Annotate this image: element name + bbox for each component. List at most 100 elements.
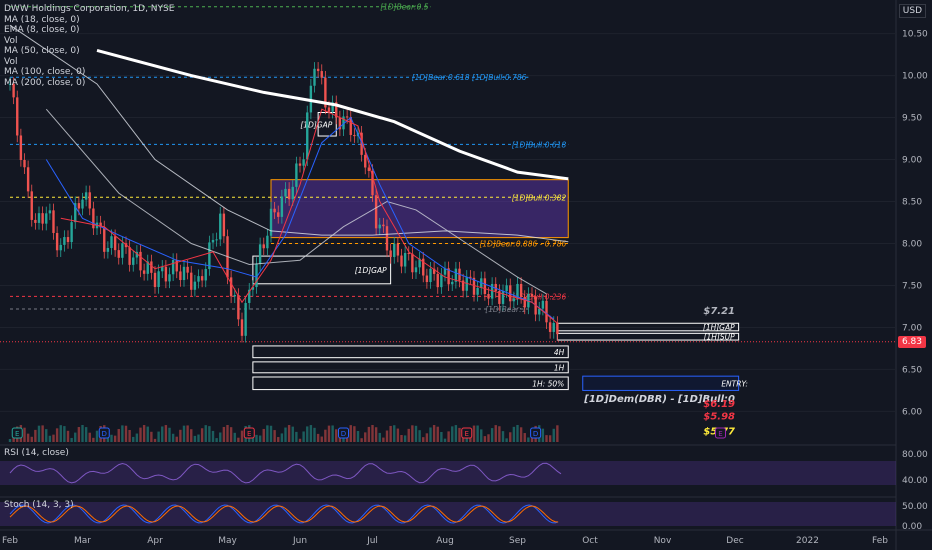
- candle-body: [519, 283, 523, 297]
- volume-bar: [523, 433, 526, 442]
- x-tick-label: 2022: [796, 536, 819, 546]
- candle-body: [222, 213, 226, 237]
- volume-bar: [425, 433, 429, 442]
- rsi-label[interactable]: RSI (14, close): [4, 448, 69, 458]
- candle-body: [200, 276, 204, 281]
- volume-bar: [26, 433, 30, 442]
- y-tick-label: 7.00: [902, 323, 922, 333]
- event-marker-label: D: [341, 430, 346, 438]
- zone-label: [1D]GAP: [355, 266, 387, 275]
- y-tick-label: 10.00: [902, 72, 928, 82]
- candle-body: [103, 227, 106, 252]
- candle-body: [153, 272, 157, 288]
- legend-vol-2[interactable]: Vol: [4, 56, 18, 67]
- volume-bar: [146, 426, 149, 442]
- legend-ema8[interactable]: EMA (8, close, 0): [4, 25, 80, 35]
- candle-body: [219, 213, 222, 240]
- indicator-legend: DWW Holdings Corporation, 1D, NYSE MA (1…: [4, 4, 174, 88]
- legend-ma18[interactable]: MA (18, close, 0): [4, 14, 80, 25]
- y-tick-label: 9.50: [902, 114, 922, 124]
- x-tick-label: Feb: [2, 536, 18, 546]
- currency-label[interactable]: USD: [898, 4, 926, 18]
- candle-body: [34, 219, 37, 223]
- candle-body: [26, 167, 30, 192]
- level-label: [1D]Bull:0.382: [512, 193, 567, 202]
- volume-bar: [240, 430, 244, 442]
- candle-body: [454, 268, 458, 282]
- volume-bar: [396, 428, 400, 442]
- candle-body: [204, 269, 207, 281]
- candle-body: [171, 260, 175, 275]
- candle-body: [422, 258, 425, 276]
- candle-body: [505, 285, 508, 292]
- volume-bar: [494, 425, 497, 442]
- candle-body: [240, 319, 244, 336]
- stoch-d-line: [9, 505, 559, 523]
- candle-body: [335, 102, 338, 118]
- stoch-tick: 50.00: [902, 502, 928, 512]
- volume-bar: [527, 437, 530, 442]
- candle-body: [298, 163, 302, 166]
- volume-bar: [30, 436, 33, 442]
- candle-body: [255, 263, 258, 288]
- volume-bar: [552, 428, 555, 442]
- volume-bar: [48, 435, 52, 442]
- volume-bar: [440, 432, 443, 442]
- candle-body: [487, 294, 490, 299]
- volume-bar: [219, 432, 222, 442]
- candle-body: [142, 270, 146, 274]
- candle-body: [374, 195, 378, 229]
- level-label: [1D]Bull:0.236: [512, 292, 567, 301]
- volume-bar: [331, 425, 334, 442]
- volume-bar: [443, 438, 447, 442]
- event-marker-label: D: [102, 430, 107, 438]
- event-marker-label: D: [533, 430, 538, 438]
- candle-body: [157, 271, 160, 288]
- volume-bar: [171, 433, 175, 442]
- candle-body: [280, 196, 284, 217]
- legend-ma200[interactable]: MA (200, close, 0): [4, 77, 86, 88]
- candle-body: [273, 208, 276, 213]
- volume-bar: [139, 427, 142, 442]
- legend-ma100[interactable]: MA (100, close, 0): [4, 67, 86, 77]
- volume-bar: [476, 425, 479, 442]
- event-marker: [338, 427, 349, 439]
- candle-body: [407, 253, 410, 255]
- zone-label: [1H]GAP: [703, 323, 735, 332]
- zone-box: [252, 255, 392, 285]
- volume-bar: [483, 436, 487, 442]
- stoch-tick: 0.00: [902, 522, 922, 532]
- candle-body: [552, 322, 555, 332]
- volume-bar: [454, 425, 458, 442]
- volume-bar: [519, 427, 523, 442]
- volume-bar: [349, 425, 352, 442]
- volume-bar: [490, 428, 494, 442]
- y-tick-label: 7.50: [902, 281, 922, 291]
- zone-box: [270, 179, 569, 239]
- volume-bar: [117, 429, 120, 442]
- volume-bar: [414, 425, 418, 442]
- stoch-label[interactable]: Stoch (14, 3, 3): [4, 500, 74, 510]
- candle-body: [385, 226, 389, 251]
- volume-bar: [378, 432, 381, 442]
- volume-bar: [204, 425, 207, 442]
- legend-symbol[interactable]: DWW Holdings Corporation, 1D, NYSE: [4, 4, 175, 14]
- event-marker-label: E: [247, 430, 251, 438]
- volume-bar: [505, 438, 508, 442]
- candle-body: [211, 239, 215, 243]
- candle-body: [530, 294, 534, 297]
- candle-body: [548, 322, 552, 332]
- legend-vol[interactable]: Vol: [4, 35, 18, 46]
- candle-body: [389, 250, 392, 257]
- legend-ma50[interactable]: MA (50, close, 0): [4, 46, 80, 56]
- volume-bar: [258, 435, 262, 442]
- volume-bar: [95, 430, 99, 442]
- candle-body: [8, 83, 12, 85]
- volume-bar: [407, 428, 410, 442]
- last-price-tag: 6.83: [897, 336, 926, 348]
- candle-body: [400, 255, 403, 267]
- candle-body: [168, 274, 171, 282]
- volume-bar: [313, 427, 316, 442]
- candle-body: [244, 302, 247, 336]
